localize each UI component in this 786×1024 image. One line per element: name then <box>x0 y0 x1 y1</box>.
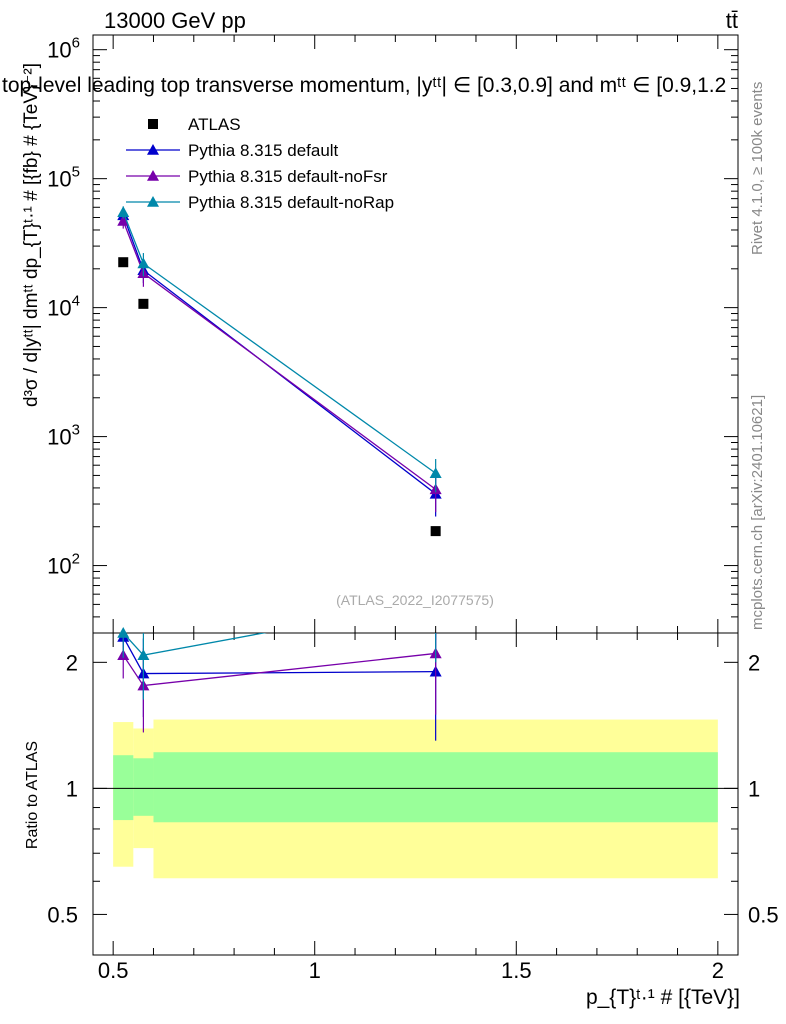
ratio-y-tick-label-left: 2 <box>66 650 78 675</box>
pythia-8-315-default-ratio-line <box>122 636 436 675</box>
main-y-tick-label: 102 <box>47 551 80 579</box>
legend-label-pythia-8-315-default-norap: Pythia 8.315 default-noRap <box>188 193 394 212</box>
legend-label-pythia-8-315-default-nofsr: Pythia 8.315 default-noFsr <box>188 167 388 186</box>
pythia-8-315-default-line <box>122 215 437 495</box>
main-y-tick-label: 103 <box>47 422 80 450</box>
y-axis-label-ratio: Ratio to ATLAS <box>24 741 41 849</box>
x-axis-label: p_{T}ᵗ·¹ # [{TeV}] <box>586 986 740 1009</box>
legend: ATLAS Pythia 8.315 default Pythia 8.315 de… <box>126 115 394 212</box>
stat-uncertainty-bin-0 <box>113 755 134 821</box>
legend-marker-pythia-8-315-default-norap <box>147 196 159 207</box>
legend-label-atlas: ATLAS <box>188 115 241 134</box>
pythia-8-315-default-norap-marker <box>137 257 150 269</box>
legend-marker-atlas <box>148 119 158 129</box>
pythia-8-315-default-norap-line <box>122 211 437 474</box>
ratio-y-tick-label-left: 0.5 <box>47 902 78 927</box>
pythia-8-315-default-norap-marker <box>429 467 442 479</box>
legend-label-pythia-8-315-default: Pythia 8.315 default <box>188 141 339 160</box>
ratio-y-tick-label-right: 0.5 <box>748 902 779 927</box>
main-y-tick-label: 104 <box>47 293 80 321</box>
legend-marker-pythia-8-315-default <box>147 144 159 155</box>
atlas-data-point <box>138 298 149 309</box>
atlas-data-point <box>430 526 441 537</box>
pythia-8-315-default-nofsr-ratio-line <box>122 652 436 687</box>
x-tick-label: 1 <box>309 958 321 983</box>
main-panel-series <box>117 206 442 537</box>
ratio-panel-frame <box>92 632 739 956</box>
stat-uncertainty-bin-1 <box>133 758 154 816</box>
x-tick-label: 2 <box>712 958 724 983</box>
rivet-version-label: Rivet 4.1.0, ≥ 100k events <box>749 82 766 255</box>
x-tick-label: 1.5 <box>501 958 532 983</box>
analysis-watermark: (ATLAS_2022_I2077575) <box>336 592 494 608</box>
stat-uncertainty-bin-2 <box>153 752 718 823</box>
chart-title: top-level leading top transverse momentu… <box>2 74 726 97</box>
y-axis-label-main: d³σ / d|yᵗᵗ| dmᵗᵗ dp_{T}ᵗ·¹ # [{fb} # {T… <box>21 63 42 407</box>
ratio-y-tick-label-left: 1 <box>66 776 78 801</box>
atlas-data-point <box>118 257 129 268</box>
ratio-y-tick-label-right: 1 <box>748 776 760 801</box>
ratio-panel-series <box>117 627 442 741</box>
pythia-8-315-default-norap-ratio-marker <box>117 627 130 638</box>
ratio-uncertainty-bands <box>113 719 718 879</box>
pythia-8-315-default-norap-ratio-marker <box>137 649 150 660</box>
axis-tick-labels: 102 103 104 105 106 0.5 0.5 1 1 2 2 0.5 1 1.5 2 <box>47 35 778 983</box>
main-y-tick-label: 105 <box>47 164 80 192</box>
pythia-8-315-default-norap-ratio-line <box>122 633 267 656</box>
energy-label: 13000 GeV pp <box>104 8 246 33</box>
process-label: tt̄ <box>726 8 738 33</box>
mcplots-label: mcplots.cern.ch [arXiv:2401.10621] <box>749 395 766 630</box>
ratio-y-tick-label-right: 2 <box>748 650 760 675</box>
pythia-8-315-default-nofsr-line <box>122 220 437 490</box>
x-tick-label: 0.5 <box>98 958 129 983</box>
pythia-8-315-default-nofsr-marker <box>117 214 130 226</box>
main-y-tick-label: 106 <box>47 35 80 63</box>
pythia-8-315-default-norap-marker <box>117 206 130 217</box>
legend-marker-pythia-8-315-default-nofsr <box>147 170 159 181</box>
